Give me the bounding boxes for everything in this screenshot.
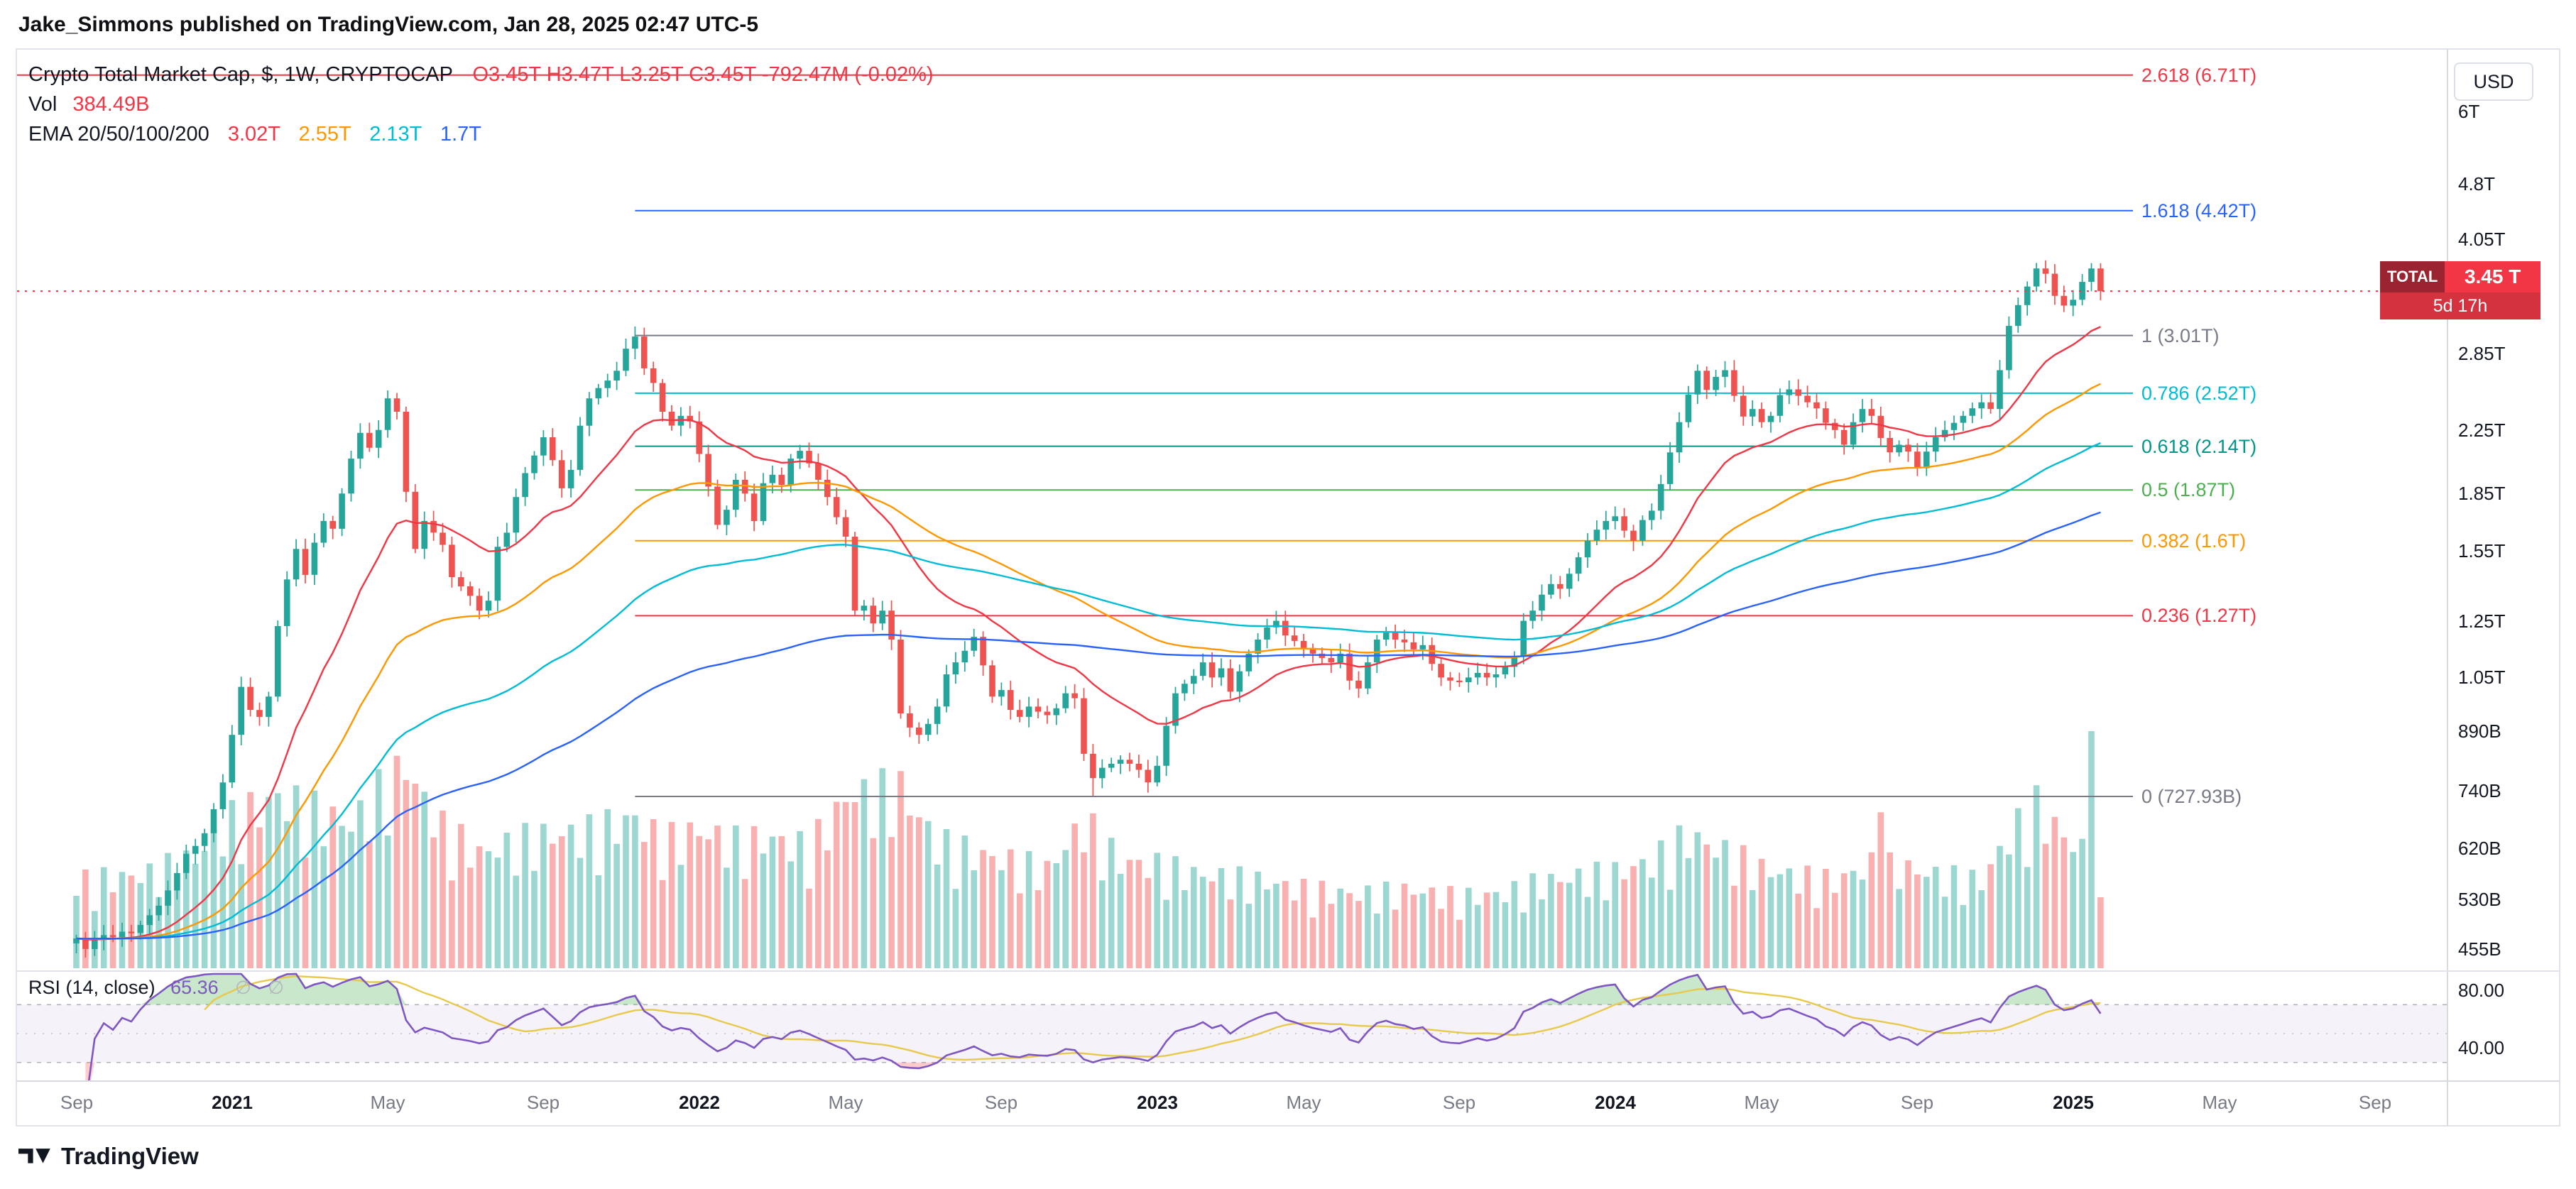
rsi-legend: RSI (14, close) 65.36 ∅ ∅	[28, 975, 284, 999]
price-axis-tick: 4.8T	[2458, 173, 2496, 194]
legend-row-symbol: Crypto Total Market Cap, $, 1W, CRYPTOCA…	[28, 60, 934, 89]
fib-level-label: 2.618 (6.71T)	[2141, 65, 2257, 86]
fib-level-label: 1.618 (4.42T)	[2141, 200, 2257, 221]
volume-value: 384.49B	[72, 93, 150, 116]
price-badge: TOTAL 3.45 T 5d 17h	[2380, 261, 2540, 319]
time-axis-tick: May	[2202, 1092, 2237, 1113]
ema50-value: 2.55T	[298, 123, 351, 146]
badge-price: 3.45 T	[2445, 261, 2540, 292]
time-axis-tick: Sep	[526, 1092, 560, 1113]
price-axis-tick: 2.25T	[2458, 420, 2506, 441]
ema100-value: 2.13T	[369, 123, 422, 146]
price-axis-tick: 4.05T	[2458, 229, 2506, 250]
price-axis-tick: 620B	[2458, 838, 2501, 859]
time-axis-tick: Sep	[1442, 1092, 1476, 1113]
symbol-title[interactable]: Crypto Total Market Cap, $, 1W, CRYPTOCA…	[28, 63, 453, 86]
price-axis-tick: 1.85T	[2458, 483, 2506, 504]
time-axis-tick: May	[828, 1092, 863, 1113]
ema20-value: 3.02T	[227, 123, 280, 146]
rsi-axis-tick: 40.00	[2458, 1037, 2505, 1058]
fib-level-label: 0.382 (1.6T)	[2141, 530, 2247, 552]
price-badge-row: TOTAL 3.45 T	[2380, 261, 2540, 292]
time-axis-tick: 2022	[679, 1092, 720, 1113]
time-axis-tick: 2025	[2053, 1092, 2094, 1113]
attribution-text: Jake_Simmons published on TradingView.co…	[18, 13, 759, 36]
price-axis-tick: 1.55T	[2458, 540, 2506, 561]
currency-button[interactable]: USD	[2454, 62, 2533, 101]
fib-level-label: 1 (3.01T)	[2141, 325, 2220, 346]
price-axis-tick: 455B	[2458, 938, 2501, 960]
fib-level-label: 0.786 (2.52T)	[2141, 383, 2257, 404]
time-axis-tick: May	[370, 1092, 405, 1113]
time-axis-tick: Sep	[60, 1092, 94, 1113]
price-axis-tick: 1.25T	[2458, 610, 2506, 632]
time-axis-tick: Sep	[984, 1092, 1018, 1113]
fib-level-label: 0 (727.93B)	[2141, 786, 2242, 807]
rsi-empty-icon: ∅	[268, 977, 284, 998]
price-axis-tick: 890B	[2458, 720, 2501, 742]
time-axis-tick: 2021	[212, 1092, 253, 1113]
time-axis-tick: May	[1286, 1092, 1321, 1113]
tradingview-brand[interactable]: TradingView	[61, 1143, 199, 1169]
symbol-chip: TOTAL	[2380, 261, 2445, 292]
ema-label[interactable]: EMA 20/50/100/200	[28, 123, 209, 146]
chart-legend: Crypto Total Market Cap, $, 1W, CRYPTOCA…	[28, 60, 934, 149]
rsi-empty-icon: ∅	[235, 977, 251, 998]
badge-countdown: 5d 17h	[2380, 292, 2540, 319]
price-axis-tick: 740B	[2458, 780, 2501, 801]
legend-row-volume: Vol 384.49B	[28, 89, 934, 119]
time-axis-tick: 2024	[1595, 1092, 1636, 1113]
ohlc-values: O3.45T H3.47T L3.25T C3.45T -792.47M (-0…	[472, 63, 934, 86]
fib-level-label: 0.5 (1.87T)	[2141, 479, 2236, 500]
time-axis-tick: Sep	[2358, 1092, 2392, 1113]
time-axis-tick: May	[1744, 1092, 1779, 1113]
price-axis-tick: 1.05T	[2458, 667, 2506, 688]
rsi-value: 65.36	[170, 977, 219, 998]
time-axis-tick: 2023	[1137, 1092, 1178, 1113]
price-axis-tick: 530B	[2458, 889, 2501, 910]
fib-level-label: 0.618 (2.14T)	[2141, 436, 2257, 457]
volume-label[interactable]: Vol	[28, 93, 58, 116]
price-axis-tick: 2.85T	[2458, 343, 2506, 364]
footer: TradingView	[18, 1140, 199, 1173]
rsi-axis-tick: 80.00	[2458, 980, 2505, 1001]
fib-level-label: 0.236 (1.27T)	[2141, 605, 2257, 626]
tradingview-logo-icon[interactable]	[18, 1140, 51, 1173]
ema200-value: 1.7T	[440, 123, 481, 146]
time-axis-tick: Sep	[1900, 1092, 1934, 1113]
price-axis-tick: 6T	[2458, 101, 2480, 122]
rsi-label[interactable]: RSI (14, close)	[28, 977, 155, 998]
legend-row-ema: EMA 20/50/100/200 3.02T 2.55T 2.13T 1.7T	[28, 119, 934, 149]
